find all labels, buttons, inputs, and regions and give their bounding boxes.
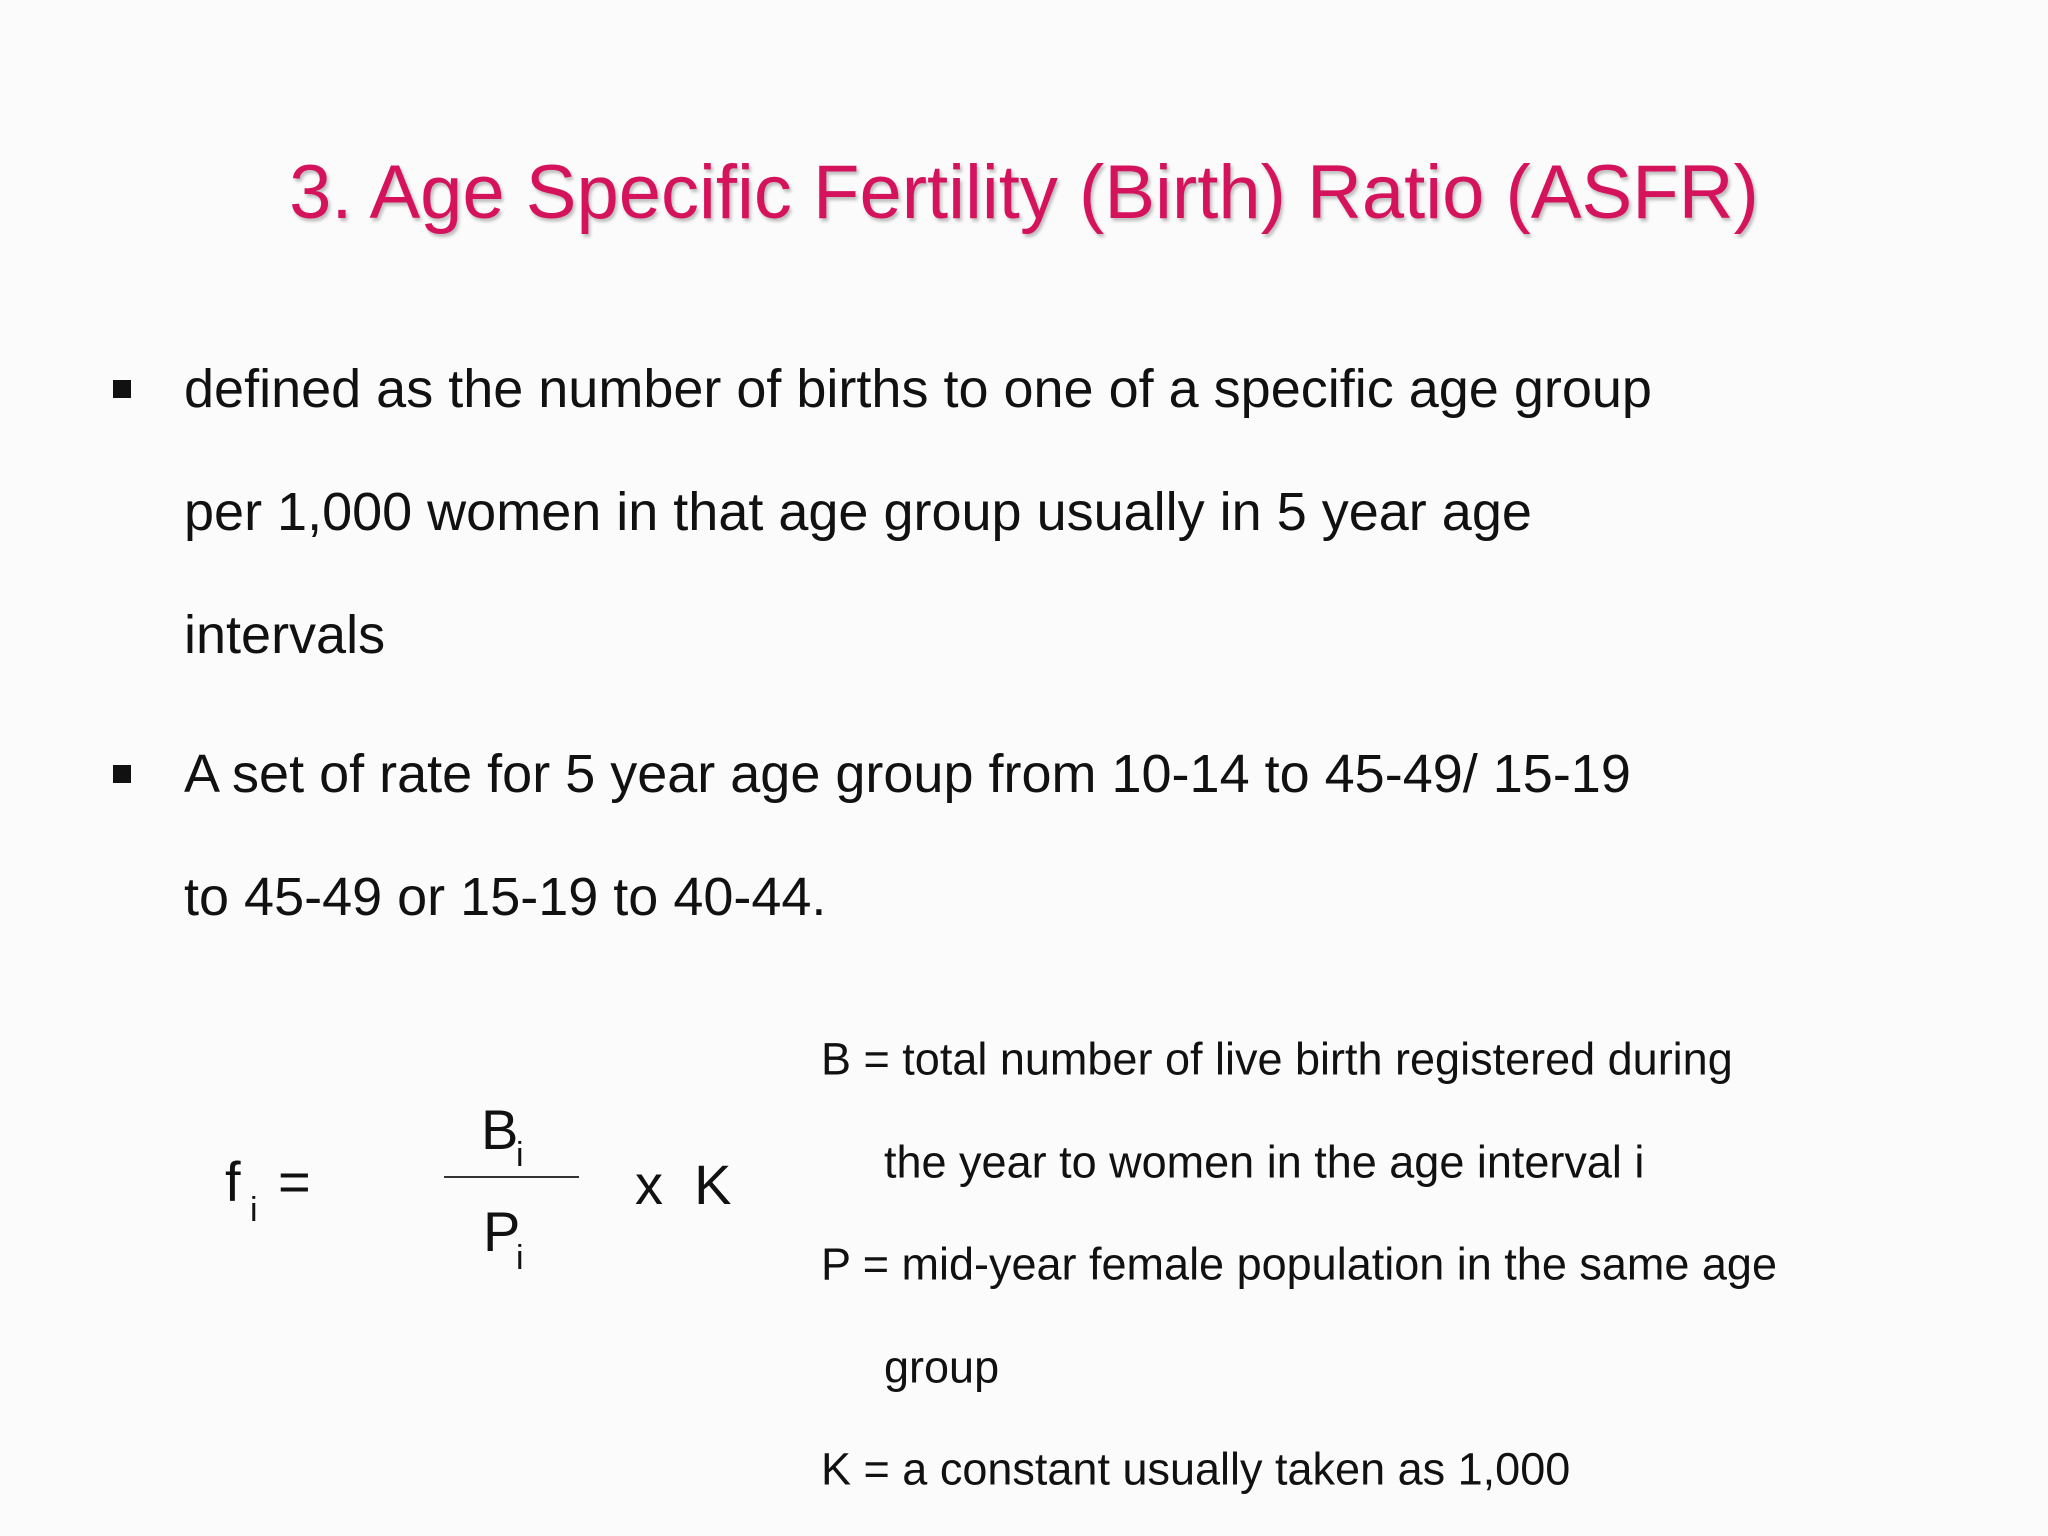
definition-text: K = a constant usually taken as 1,000 bbox=[821, 1443, 1571, 1495]
definition-text: P = mid-year female population in the sa… bbox=[821, 1238, 1777, 1290]
formula-equals: = bbox=[278, 1150, 311, 1213]
slide-title: 3. Age Specific Fertility (Birth) Ratio … bbox=[289, 150, 1759, 235]
formula-numerator: B bbox=[481, 1098, 519, 1161]
definition-text: B = total number of live birth registere… bbox=[821, 1033, 1733, 1085]
formula-denominator: P bbox=[483, 1200, 521, 1263]
definition-text: group bbox=[884, 1341, 1000, 1392]
formula-sub: i bbox=[516, 1239, 524, 1277]
bullet-text: to 45-49 or 15-19 to 40-44. bbox=[184, 867, 827, 927]
bullet-marker bbox=[113, 380, 131, 398]
bullet-marker bbox=[113, 765, 131, 783]
bullet-text: A set of rate for 5 year age group from … bbox=[184, 744, 1631, 804]
formula-multiplier: x K bbox=[635, 1153, 732, 1216]
formula-lhs: f bbox=[225, 1150, 241, 1213]
definition-text: the year to women in the age interval i bbox=[884, 1136, 1645, 1187]
formula-sub: i bbox=[516, 1136, 524, 1174]
bullet-text: defined as the number of births to one o… bbox=[184, 359, 1652, 419]
bullet-text: per 1,000 women in that age group usuall… bbox=[184, 482, 1532, 542]
fraction-line bbox=[444, 1176, 579, 1178]
bullet-text: intervals bbox=[184, 605, 386, 665]
formula-sub: i bbox=[250, 1191, 258, 1229]
